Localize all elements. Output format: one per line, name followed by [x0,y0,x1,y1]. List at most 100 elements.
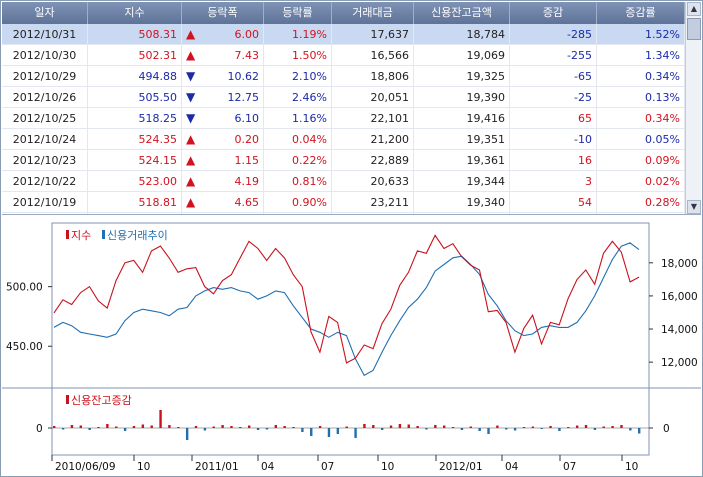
x-tick-label: 10 [137,461,150,473]
cell-credit-balance: 19,390 [414,87,510,107]
table-row[interactable]: 2012/10/26 505.50 ▼ 12.75 2.46% 20,051 19,390-… [2,87,685,108]
cell-volume: 18,806 [332,66,414,86]
credit-delta-bar [531,426,535,428]
credit-delta-bar [443,425,446,428]
credit-delta-bar [123,428,127,431]
cell-volume: 17,637 [332,24,414,44]
cell-credit-balance: 19,286 [414,213,510,214]
change-value: 14.86 [228,213,260,214]
cell-credit-balance: 18,784 [414,24,510,44]
credit-delta-bar [620,425,623,428]
column-header-credit-balance[interactable]: 신용잔고금액 [414,2,510,24]
cell-rate: 1.19% [264,24,332,44]
change-value: 10.62 [227,70,260,83]
column-header-change[interactable]: 등락폭 [182,2,264,24]
table-row[interactable]: 2012/10/29 494.88 ▼ 10.62 2.10% 18,806 19,325-… [2,66,685,87]
sub-y-right-tick-label: 0 [663,423,670,435]
credit-delta-bar [274,425,277,428]
table-row[interactable]: 2012/10/19 518.81 ▲ 4.65 0.90% 23,211 19,340 54… [2,192,685,213]
cell-delta-rate: 0.05% [597,129,685,149]
credit-delta-bar [363,424,366,428]
table-body: 2012/10/31 508.31 ▲ 6.00 1.19% 17,637 18,784 -2… [2,24,685,214]
cell-change: ▲ 4.19 [182,171,264,191]
down-triangle-icon: ▼ [186,90,196,104]
credit-delta-bar [629,428,632,431]
credit-delta-bar [513,428,517,431]
cell-volume: 21,200 [332,129,414,149]
table-header: 일자 지수 등락폭 등락률 거래대금 신용잔고금액 증감 증감률 [2,2,685,24]
credit-delta-bar [611,426,614,428]
cell-index: 508.31 [88,24,182,44]
table-vertical-scrollbar[interactable]: ▲ ▼ [685,2,701,214]
legend-index-swatch [66,230,69,239]
x-tick-label: 2012/01 [439,461,483,473]
cell-rate: 2.10% [264,66,332,86]
credit-delta-bar [602,426,605,428]
column-header-date[interactable]: 일자 [2,2,88,24]
credit-delta-bar [567,427,570,428]
cell-credit-balance: 19,351 [414,129,510,149]
table-row[interactable]: 2012/10/24 524.35 ▲ 0.20 0.04% 21,200 19,351 -1… [2,129,685,150]
table-row[interactable]: 2012/10/22 523.00 ▲ 4.19 0.81% 20,633 19,344 3 0… [2,171,685,192]
column-header-volume[interactable]: 거래대금 [332,2,414,24]
legend-credit-delta-swatch [66,395,69,404]
legend-credit-swatch [102,230,105,239]
table-row[interactable]: 2012/10/18514.16 ▼ 14.86 2.66%27,85819,2865… [2,213,685,214]
column-header-delta-rate[interactable]: 증감률 [597,2,685,24]
y-right-tick-label: 16,000 [661,291,698,303]
credit-delta-bar [212,426,215,428]
change-value: 4.65 [234,196,260,209]
cell-volume: 22,101 [332,108,414,128]
cell-delta: 54 [510,192,597,212]
x-tick-label: 04 [261,461,275,473]
credit-delta-bar [584,425,588,428]
scroll-up-arrow-icon[interactable]: ▲ [687,2,701,16]
cell-change: ▲ 6.00 [182,24,264,44]
credit-delta-bar [558,428,561,431]
credit-delta-bar [345,426,348,428]
table-row[interactable]: 2012/10/25 518.25 ▼ 6.10 1.16% 22,101 19,416 65… [2,108,685,129]
x-tick-label: 10 [381,461,394,473]
up-triangle-icon: ▲ [186,27,196,41]
cell-change: ▼ 12.75 [182,87,264,107]
cell-date: 2012/10/22 [2,171,88,191]
column-header-rate[interactable]: 등락률 [264,2,332,24]
table-row[interactable]: 2012/10/31 508.31 ▲ 6.00 1.19% 17,637 18,784 -2… [2,24,685,45]
scrollbar-thumb[interactable] [687,18,701,40]
change-value: 6.00 [234,28,260,41]
cell-change: ▼ 6.10 [182,108,264,128]
credit-delta-bar [265,428,269,430]
cell-index: 494.88 [88,66,182,86]
credit-delta-bar [248,425,251,428]
change-value: 1.15 [234,154,260,167]
credit-delta-bar [575,425,579,428]
credit-delta-bar [115,426,118,428]
credit-delta-bar [469,426,472,428]
cell-credit-balance: 19,069 [414,45,510,65]
table-row[interactable]: 2012/10/30 502.31 ▲ 7.43 1.50% 16,566 19,069 -2… [2,45,685,66]
credit-delta-bar [150,425,153,428]
cell-rate: 0.81% [264,171,332,191]
scroll-down-arrow-icon[interactable]: ▼ [687,200,701,214]
table-row[interactable]: 2012/10/23 524.15 ▲ 1.15 0.22% 22,889 19,361 16… [2,150,685,171]
cell-rate: 1.16% [264,108,332,128]
change-value: 12.75 [227,91,260,104]
x-tick-label: 07 [563,461,576,473]
cell-index: 505.50 [88,87,182,107]
credit-delta-bar [230,426,233,428]
credit-delta-bar [310,428,313,436]
cell-credit-balance: 19,344 [414,171,510,191]
credit-delta-bar [398,424,402,428]
column-header-delta[interactable]: 증감 [510,2,597,24]
credit-delta-bar [487,428,490,434]
cell-volume: 27,858 [332,213,414,214]
legend-credit-label: 신용거래추이 [107,229,168,242]
cell-date: 2012/10/25 [2,108,88,128]
credit-delta-bar [283,426,286,428]
credit-delta-bar [79,425,82,428]
column-header-index[interactable]: 지수 [88,2,182,24]
cell-change: ▲ 0.20 [182,129,264,149]
credit-delta-bar [540,428,543,429]
credit-delta-bar [522,427,526,428]
cell-index: 518.81 [88,192,182,212]
